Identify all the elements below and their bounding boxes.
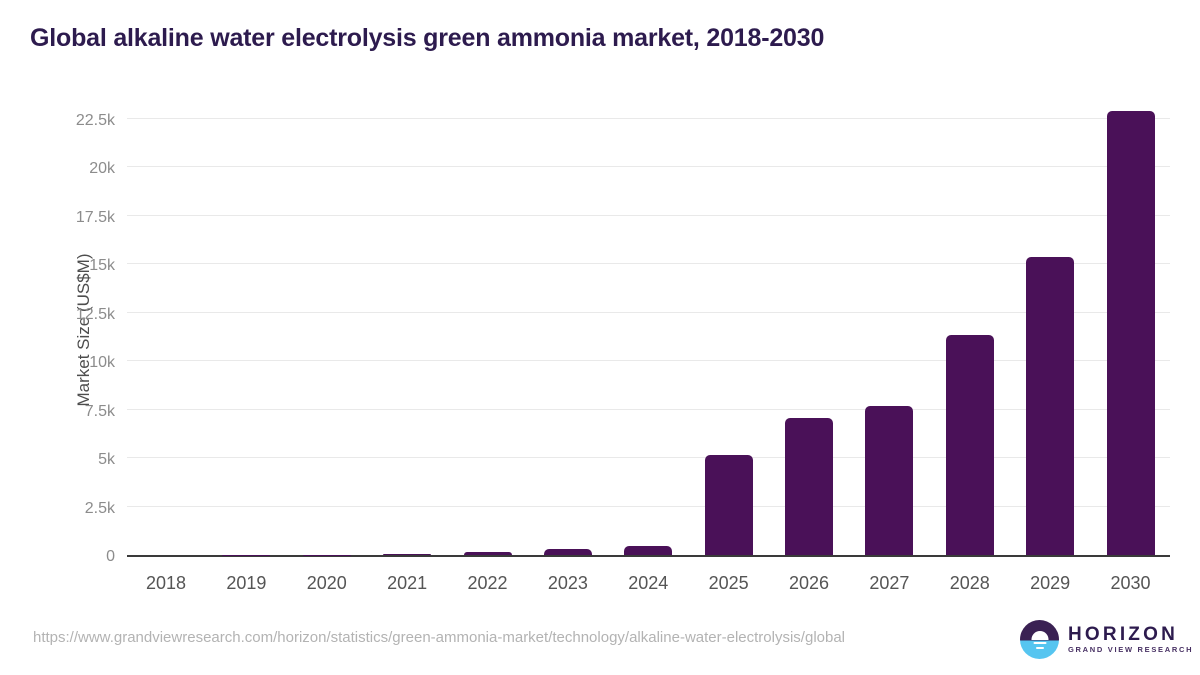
- gridline-22.5k: [127, 117, 1170, 119]
- x-tick-label-2026: 2026: [788, 573, 830, 593]
- gridline-5k: [127, 457, 1170, 458]
- y-axis-tick-labels: 0 2.5k 5k 7.5k 10k 12.5k 15k 17.5k 20k 22.5k: [30, 100, 115, 566]
- bar-2027: [865, 406, 914, 555]
- horizon-sunrise-icon: [1020, 620, 1059, 659]
- x-tick-label-2022: 2022: [467, 573, 508, 593]
- x-tick-label-2027: 2027: [869, 573, 910, 593]
- gridline-2.5k: [127, 505, 1170, 507]
- gridline-12.5k: [127, 311, 1170, 313]
- gridline-20k: [127, 166, 1170, 167]
- bar-2024: [624, 546, 673, 555]
- source-url: https://www.grandviewresearch.com/horizo…: [33, 629, 846, 646]
- x-axis-tick-labels: 2018 2019 2020 2021 2022 2023 2024 2025 2026 2027…: [127, 572, 1170, 596]
- x-tick-label-2025: 2025: [708, 573, 749, 593]
- x-tick-label-2030: 2030: [1110, 573, 1151, 593]
- y-tick-label-17.5k: 17.5k: [75, 208, 115, 226]
- bar-2022: [463, 552, 512, 555]
- horizon-line-shape: [1035, 646, 1044, 650]
- x-tick-label-2029: 2029: [1030, 573, 1071, 593]
- y-tick-label-22.5k: 22.5k: [75, 111, 115, 129]
- x-tick-label-2019: 2019: [226, 573, 267, 593]
- bar-2026: [785, 417, 833, 555]
- bar-2025: [704, 454, 753, 555]
- plot-area: [127, 100, 1170, 557]
- logo-text-block: HORIZON GRAND VIEW RESEARCH: [1068, 623, 1194, 655]
- y-tick-label-15k: 15k: [89, 257, 115, 274]
- logo-name: HORIZON: [1068, 623, 1179, 645]
- y-tick-label-0: 0: [106, 548, 115, 565]
- gridline-7.5k: [127, 408, 1170, 410]
- bar-2023: [543, 549, 592, 555]
- y-tick-label-20k: 20k: [89, 160, 115, 177]
- x-tick-label-2021: 2021: [387, 573, 428, 593]
- gridline-17.5k: [127, 214, 1170, 216]
- bar-2030: [1106, 110, 1155, 555]
- y-tick-label-2.5k: 2.5k: [84, 499, 115, 517]
- horizon-line-shape: [1033, 641, 1046, 645]
- y-tick-label-7.5k: 7.5k: [84, 402, 115, 420]
- bar-2028: [945, 335, 994, 555]
- x-tick-label-2028: 2028: [949, 573, 990, 593]
- y-tick-label-5k: 5k: [98, 451, 115, 468]
- sun-dome-shape: [1031, 631, 1048, 641]
- logo-subtitle: GRAND VIEW RESEARCH: [1068, 644, 1194, 654]
- chart-title: Global alkaline water electrolysis green…: [30, 24, 825, 52]
- x-tick-label-2020: 2020: [306, 573, 347, 593]
- y-tick-label-10k: 10k: [89, 354, 115, 371]
- x-tick-label-2018: 2018: [145, 573, 187, 593]
- gridline-15k: [127, 263, 1170, 264]
- x-tick-label-2024: 2024: [628, 573, 669, 593]
- gridline-10k: [127, 360, 1170, 361]
- horizon-logo: HORIZON GRAND VIEW RESEARCH: [1020, 620, 1193, 659]
- x-tick-label-2023: 2023: [547, 573, 588, 593]
- bar-2029: [1026, 256, 1075, 555]
- y-tick-label-12.5k: 12.5k: [75, 305, 115, 323]
- bar-2021: [383, 554, 432, 555]
